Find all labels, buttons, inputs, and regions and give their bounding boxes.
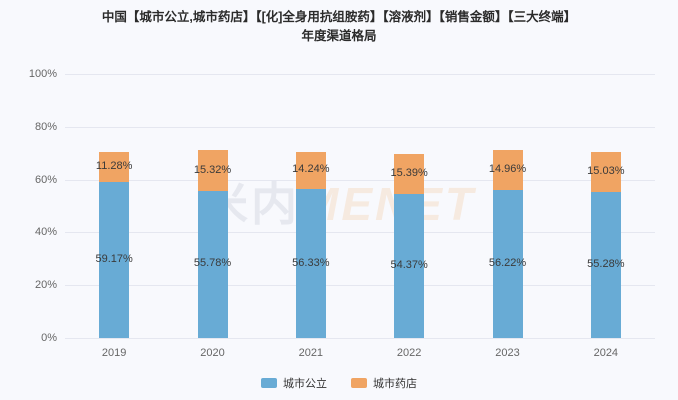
bar-segment-城市药店[interactable] <box>590 152 621 193</box>
y-axis-tick-label: 40% <box>34 226 57 239</box>
bar-segment-城市药店[interactable] <box>99 152 130 182</box>
legend-label: 城市药店 <box>373 378 417 390</box>
legend: 城市公立 城市药店 <box>0 375 678 391</box>
chart-title-line2: 年度渠道格局 <box>301 29 377 43</box>
y-axis-tick-label: 0% <box>41 332 57 344</box>
gridline <box>65 74 655 75</box>
x-axis-label: 2024 <box>593 347 619 359</box>
legend-swatch <box>261 378 277 388</box>
x-axis-label: 2022 <box>396 347 422 359</box>
y-axis-tick-label: 80% <box>34 120 57 133</box>
bar-segment-城市公立[interactable] <box>295 189 326 338</box>
bar-segment-城市药店[interactable] <box>492 150 523 190</box>
gridline <box>65 179 655 181</box>
x-axis-label: 2020 <box>200 347 225 359</box>
y-axis-tick-label: 100% <box>28 68 57 80</box>
gridline <box>65 285 655 287</box>
legend-swatch <box>351 378 367 388</box>
gridline <box>65 232 655 234</box>
legend-label: 城市公立 <box>283 378 327 390</box>
bar-segment-城市公立[interactable] <box>197 190 228 338</box>
bar-segment-城市公立[interactable] <box>99 181 130 338</box>
gridline <box>65 126 655 128</box>
legend-item-城市药店[interactable]: 城市药店 <box>351 375 417 391</box>
x-axis-label: 2019 <box>101 347 127 359</box>
chart-title: 中国【城市公立,城市药店】【[化]全身用抗组胺药】【溶液剂】【销售金额】【三大终… <box>0 8 678 46</box>
bar-segment-城市药店[interactable] <box>295 151 326 190</box>
bar-segment-城市药店[interactable] <box>394 153 425 195</box>
gridline <box>65 338 655 339</box>
y-axis-tick-label: 20% <box>34 279 57 292</box>
bar-segment-城市公立[interactable] <box>492 189 523 338</box>
bar-segment-城市公立[interactable] <box>394 194 425 338</box>
bar-segment-城市公立[interactable] <box>590 192 621 338</box>
x-axis-label: 2021 <box>298 347 324 359</box>
y-axis-tick-label: 60% <box>34 173 57 186</box>
chart-title-line1: 中国【城市公立,城市药店】【[化]全身用抗组胺药】【溶液剂】【销售金额】【三大终… <box>101 10 577 24</box>
x-axis-label: 2023 <box>495 347 520 359</box>
bar-segment-城市药店[interactable] <box>197 150 228 191</box>
legend-item-城市公立[interactable]: 城市公立 <box>261 375 327 391</box>
